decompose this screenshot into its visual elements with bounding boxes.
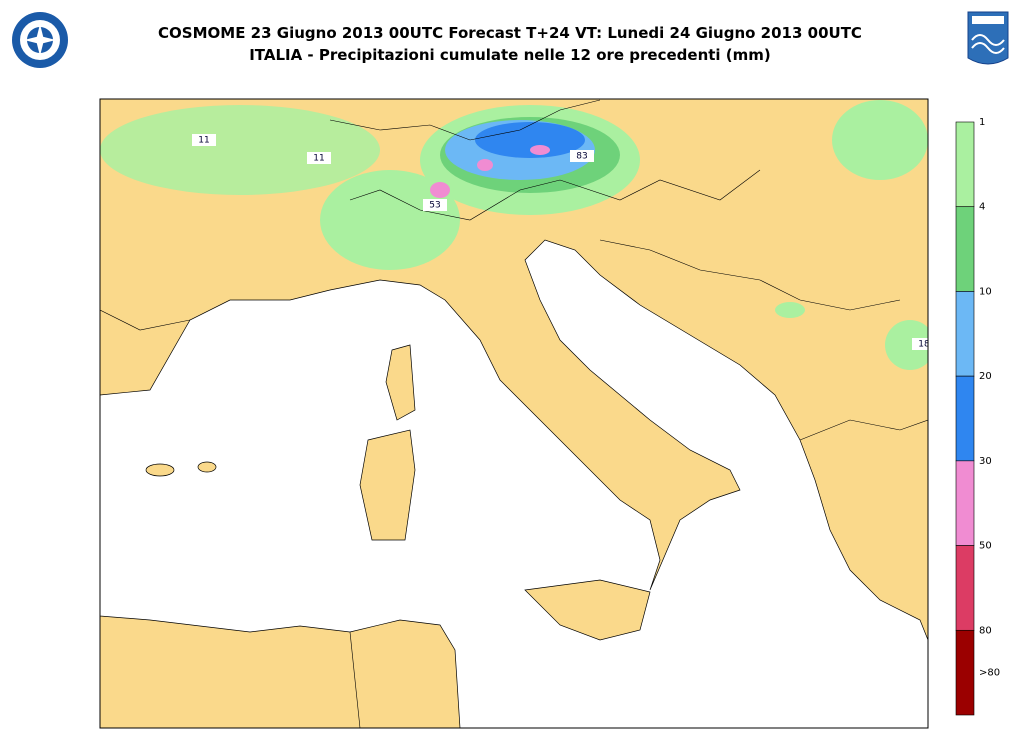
map: 11 11 53 83 18 bbox=[100, 99, 930, 728]
colorbar-label: >80 bbox=[979, 668, 1000, 679]
colorbar-label: 1 bbox=[979, 117, 985, 128]
sicily bbox=[524, 579, 651, 641]
colorbar-segment bbox=[955, 291, 975, 377]
title-line2: ITALIA - Precipitazioni cumulate nelle 1… bbox=[249, 46, 771, 64]
precipitation bbox=[100, 100, 928, 370]
island bbox=[145, 463, 175, 477]
colorbar-label: 30 bbox=[979, 456, 992, 467]
colorbar: 1 4 10 20 30 50 80 >80 bbox=[955, 117, 1000, 716]
map-labels: 11 11 53 83 18 bbox=[192, 134, 930, 350]
map-label: 11 bbox=[313, 154, 324, 164]
colorbar-segment bbox=[955, 121, 975, 208]
colorbar-segment bbox=[955, 629, 975, 716]
map-label: 18 bbox=[918, 340, 930, 350]
logo-left bbox=[12, 12, 68, 68]
sardinia bbox=[359, 429, 416, 541]
sea bbox=[100, 239, 928, 728]
corsica bbox=[385, 344, 416, 421]
map-label: 53 bbox=[429, 201, 440, 211]
map-frame bbox=[99, 98, 929, 729]
title-line1: COSMOME 23 Giugno 2013 00UTC Forecast T+… bbox=[158, 24, 862, 42]
colorbar-segment bbox=[955, 460, 975, 546]
colorbar-label: 20 bbox=[979, 371, 992, 382]
colorbar-label: 10 bbox=[979, 286, 992, 297]
map-label: 83 bbox=[576, 152, 587, 162]
colorbar-label: 50 bbox=[979, 541, 992, 552]
colorbar-segment bbox=[955, 545, 975, 631]
colorbar-segment bbox=[955, 206, 975, 292]
borders bbox=[100, 99, 928, 728]
colorbar-label: 4 bbox=[979, 202, 985, 213]
colorbar-label: 80 bbox=[979, 625, 992, 636]
logo-right bbox=[967, 11, 1009, 65]
island bbox=[197, 461, 217, 473]
colorbar-segment bbox=[955, 375, 975, 462]
map-label: 11 bbox=[198, 136, 209, 146]
